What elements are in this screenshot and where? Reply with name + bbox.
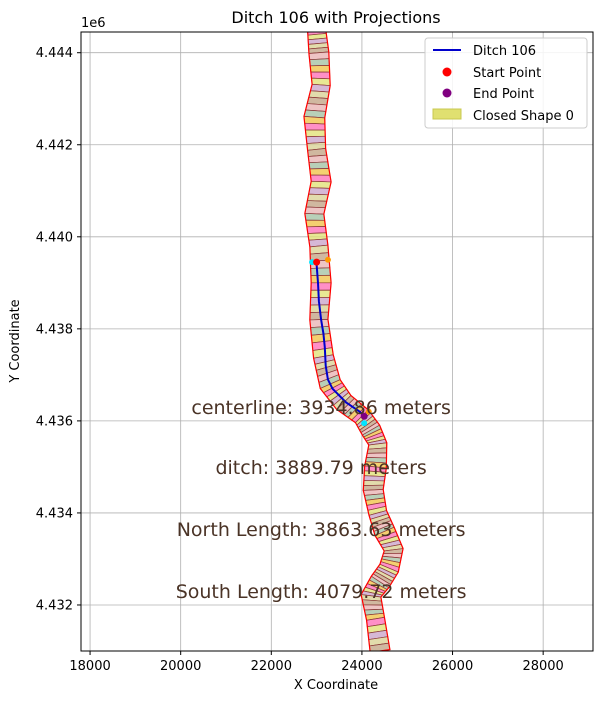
shape-cell [310, 174, 332, 183]
shape-cell [308, 187, 331, 196]
x-axis-label: X Coordinate [294, 678, 378, 693]
y-tick-label: 4.444 [36, 46, 73, 61]
marker-layer [309, 256, 372, 427]
shape-cell [309, 58, 330, 67]
shape-cell [309, 65, 330, 73]
x-tick-label: 28000 [522, 659, 563, 674]
shape-cell [310, 71, 331, 80]
x-tick-label: 20000 [160, 659, 201, 674]
shape-cell [305, 219, 326, 228]
plot-frame [80, 31, 594, 652]
chart-title: Ditch 106 with Projections [231, 8, 440, 27]
x-tick-label: 18000 [69, 659, 110, 674]
x-tick-label: 24000 [341, 659, 382, 674]
y-tick-label: 4.438 [36, 322, 73, 337]
ditch-106-line [315, 264, 365, 417]
shape-cell [309, 311, 329, 321]
shape-outline [303, 32, 404, 651]
shape-cell [308, 161, 330, 170]
y-tick-label: 4.434 [36, 506, 73, 521]
length-annotation: ditch: 3889.79 meters [215, 457, 426, 479]
legend-shape-swatch [432, 108, 462, 120]
ditch-line-layer [315, 264, 365, 417]
y-tick-label: 4.432 [36, 598, 73, 613]
shape-cell [305, 129, 326, 138]
legend-box [424, 37, 588, 129]
length-annotation: North Length: 3863.63 meters [177, 519, 466, 541]
legend-ditch-label: Ditch 106 [473, 44, 536, 59]
shape-cell [303, 116, 326, 125]
shape-cell [306, 226, 327, 234]
annotation-layer: centerline: 3934.86 meters ditch: 3889.79… [176, 397, 467, 603]
shape-cell [309, 168, 331, 176]
legend: Ditch 106 Start Point End Point Closed S… [424, 37, 588, 129]
end-point [360, 412, 368, 420]
legend-shape-label: Closed Shape 0 [473, 109, 574, 124]
legend-start-label: Start Point [473, 66, 541, 81]
shape-cell [310, 289, 331, 299]
start-point [313, 258, 321, 266]
shape-cell [309, 180, 332, 189]
projection-marker [324, 256, 331, 263]
shape-cell [310, 267, 331, 276]
legend-start-swatch [442, 67, 452, 77]
y-axis-label: Y Coordinate [8, 299, 23, 383]
shape-cell [310, 274, 332, 284]
shape-cell [307, 154, 329, 164]
y-tick-label: 4.436 [36, 414, 73, 429]
projection-marker [361, 420, 368, 427]
legend-end-swatch [442, 88, 452, 98]
y-tick-label: 4.440 [36, 230, 73, 245]
legend-end-label: End Point [473, 87, 534, 102]
shape-cell [304, 122, 326, 131]
shape-cell [304, 206, 326, 215]
shape-cell [304, 213, 326, 221]
shape-cell [306, 193, 329, 202]
closed-shape-0 [303, 32, 404, 651]
x-tick-label: 26000 [432, 659, 473, 674]
y-offset-label: 1e6 [81, 16, 106, 31]
shape-cell [305, 200, 328, 209]
projection-marker [365, 408, 372, 415]
length-annotation: centerline: 3934.86 meters [191, 397, 451, 419]
length-annotation: South Length: 4079.72 meters [176, 581, 467, 603]
shape-cell [363, 480, 385, 486]
axis-ticks: 18000 20000 22000 24000 26000 28000 4.432 4.434… [36, 46, 564, 674]
y-tick-label: 4.442 [36, 138, 73, 153]
x-tick-label: 22000 [251, 659, 292, 674]
shape-cell [310, 282, 332, 291]
